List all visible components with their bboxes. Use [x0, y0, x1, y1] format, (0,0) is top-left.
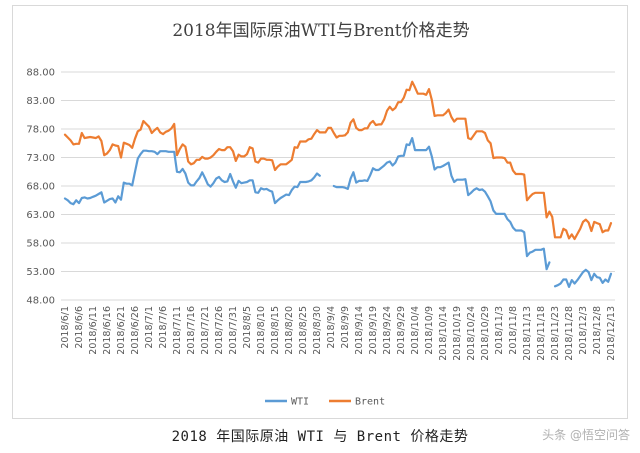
- x-tick-label: 2018/7/1: [144, 306, 155, 349]
- x-tick-label: 2018/8/15: [270, 306, 281, 355]
- x-tick-label: 2018/8/30: [312, 306, 323, 355]
- x-tick-label: 2018/6/6: [74, 306, 85, 349]
- x-tick-label: 2018/10/4: [410, 306, 421, 355]
- x-tick-label: 2018/10/29: [480, 306, 491, 361]
- y-tick-label: 83.00: [26, 96, 55, 107]
- x-tick-label: 2018/10/19: [452, 306, 463, 361]
- x-tick-label: 2018/7/31: [228, 306, 239, 355]
- x-tick-label: 2018/12/13: [606, 306, 617, 361]
- y-tick-label: 58.00: [26, 239, 55, 250]
- x-tick-label: 2018/11/3: [494, 306, 505, 355]
- x-tick-label: 2018/8/10: [256, 306, 267, 355]
- x-tick-label: 2018/8/5: [242, 306, 253, 349]
- legend: WTI Brent: [265, 397, 385, 408]
- chart-frame: 2018年国际原油WTI与Brent价格走势 48.00 53.00 58.00 63…: [12, 5, 628, 419]
- x-tick-label: 2018/9/9: [340, 306, 351, 349]
- x-tick-label: 2018/9/14: [354, 306, 365, 355]
- series-layer: [63, 80, 613, 288]
- chart-svg: 2018年国际原油WTI与Brent价格走势 48.00 53.00 58.00 63…: [26, 21, 617, 408]
- figure-caption: 2018 年国际原油 WTI 与 Brent 价格走势: [171, 429, 469, 445]
- x-tick-label: 2018/8/20: [284, 306, 295, 355]
- x-tick-label: 2018/7/26: [214, 306, 225, 355]
- y-tick-label: 88.00: [26, 68, 55, 79]
- legend-label-wti: WTI: [291, 397, 309, 408]
- series-line-brent: [63, 80, 613, 241]
- x-tick-label: 2018/10/24: [466, 306, 477, 361]
- x-tick-label: 2018/7/6: [158, 306, 169, 349]
- x-tick-label: 2018/7/11: [172, 306, 183, 355]
- x-tick-label: 2018/6/11: [88, 306, 99, 355]
- series-line-wti: [553, 268, 613, 288]
- x-tick-label: 2018/7/16: [186, 306, 197, 355]
- x-tick-label: 2018/12/8: [592, 306, 603, 355]
- x-tick-label: 2018/6/16: [102, 306, 113, 355]
- x-tick-label: 2018/10/14: [438, 306, 449, 361]
- y-tick-label: 78.00: [26, 125, 55, 136]
- x-tick-label: 2018/11/13: [522, 306, 533, 361]
- x-tick-label: 2018/9/24: [382, 306, 393, 355]
- x-tick-label: 2018/9/19: [368, 306, 379, 355]
- x-tick-label: 2018/6/21: [116, 306, 127, 355]
- x-tick-label: 2018/8/25: [298, 306, 309, 355]
- x-tick-label: 2018/9/29: [396, 306, 407, 355]
- series-line-wti: [63, 149, 321, 206]
- legend-label-brent: Brent: [355, 397, 385, 408]
- x-tick-label: 2018/6/26: [130, 306, 141, 355]
- x-tick-label: 2018/9/4: [326, 306, 337, 349]
- y-tick-label: 68.00: [26, 182, 55, 193]
- y-tick-label: 63.00: [26, 210, 55, 221]
- x-tick-label: 2018/11/18: [536, 306, 547, 361]
- y-tick-label: 48.00: [26, 296, 55, 307]
- grid-layer: 48.00 53.00 58.00 63.00 68.00 73.00 78.00 83.00…: [26, 68, 615, 307]
- watermark-text: 头条 @悟空问答: [542, 428, 630, 442]
- x-tick-label: 2018/10/9: [424, 306, 435, 355]
- x-tick-label: 2018/6/1: [60, 306, 71, 349]
- x-tick-label: 2018/12/3: [578, 306, 589, 355]
- x-tick-label: 2018/11/28: [564, 306, 575, 361]
- y-tick-label: 73.00: [26, 153, 55, 164]
- x-tick-layer: 2018/6/1 2018/6/6 2018/6/11 2018/6/16 2018/6…: [60, 306, 617, 361]
- chart-title: 2018年国际原油WTI与Brent价格走势: [172, 21, 469, 41]
- x-tick-label: 2018/7/21: [200, 306, 211, 355]
- x-tick-label: 2018/11/8: [508, 306, 519, 355]
- x-tick-label: 2018/11/23: [550, 306, 561, 361]
- series-line-wti: [332, 137, 551, 271]
- y-tick-label: 53.00: [26, 267, 55, 278]
